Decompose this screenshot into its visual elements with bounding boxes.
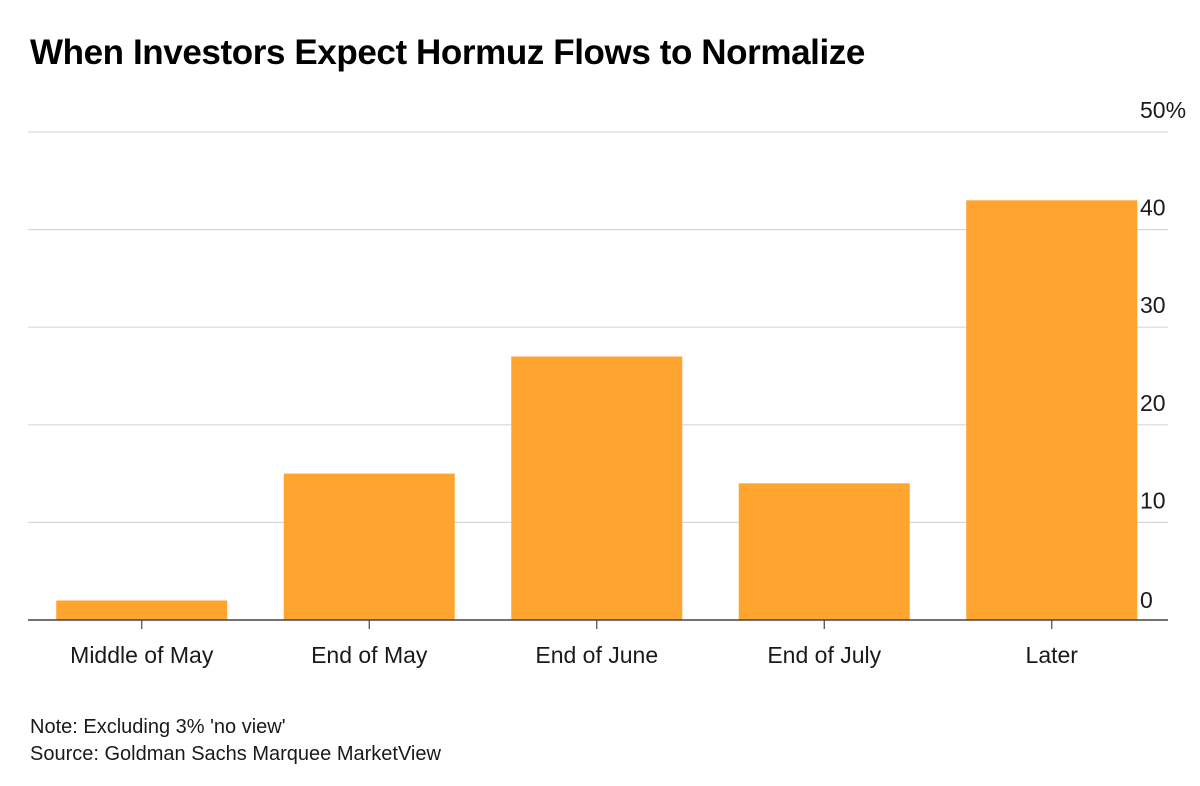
y-tick-label: 40 [1140,195,1166,221]
chart-title: When Investors Expect Hormuz Flows to No… [30,33,865,72]
y-tick-label: 0 [1140,587,1153,613]
note-text: Note: Excluding 3% 'no view' [30,716,286,738]
y-tick-label: 30 [1140,292,1166,318]
bar [511,356,683,620]
x-category-label: Middle of May [70,642,214,668]
bar [56,600,228,620]
y-tick-label: 50% [1140,97,1186,123]
y-axis-ticks: 0 10 20 30 40 50% [1140,97,1186,613]
bars [56,200,1138,620]
bar [283,473,455,620]
bar-chart: 0 10 20 30 40 50% Middle of May End of May End … [28,97,1186,668]
x-category-label: End of May [311,642,428,668]
source-text: Source: Goldman Sachs Marquee MarketView [30,743,441,765]
y-tick-label: 10 [1140,487,1166,513]
x-axis [28,619,1168,629]
x-category-label: End of July [767,642,881,668]
bar [966,200,1138,620]
x-axis-labels: Middle of May End of May End of June End of… [70,642,1078,668]
x-category-label: Later [1026,642,1079,668]
y-tick-label: 20 [1140,390,1166,416]
footnotes: Note: Excluding 3% 'no view' Source: Gol… [30,714,441,768]
bar [738,483,910,620]
x-category-label: End of June [535,642,658,668]
